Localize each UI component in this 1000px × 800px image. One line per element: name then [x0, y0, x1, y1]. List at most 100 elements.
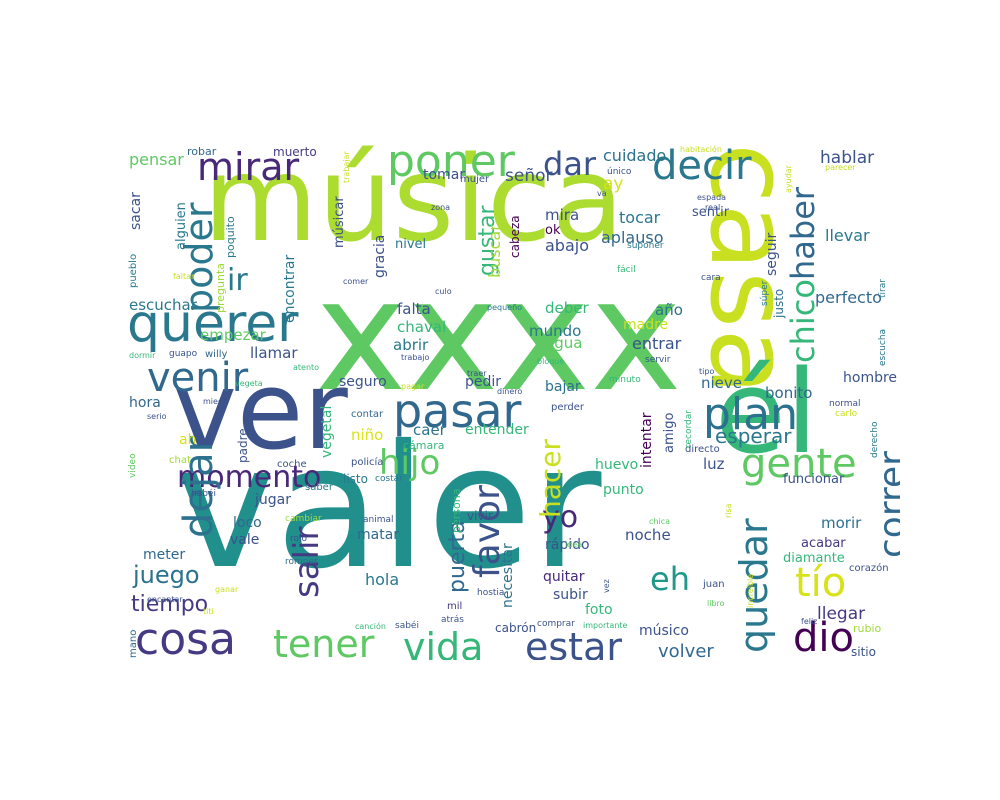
word-faltar: faltar — [173, 272, 195, 281]
word-ok: ok — [545, 223, 561, 238]
word-mirar: mirar — [197, 145, 300, 189]
word-hacer: hacer — [534, 438, 567, 518]
word-valer: valer — [175, 409, 602, 607]
word-hostia: hostia — [477, 588, 505, 598]
word-pagar: pagar — [401, 382, 425, 391]
word-noche: noche — [625, 526, 671, 544]
word-venir: venir — [147, 355, 249, 401]
word-costar: costar — [375, 474, 403, 484]
word-habitación: habitación — [680, 145, 722, 154]
word-poquito: poquito — [224, 216, 237, 258]
word-matar: matar — [357, 527, 400, 543]
word-esperar: esperar — [715, 424, 792, 448]
word-dormir: dormir — [129, 351, 156, 360]
word-hora: hora — [129, 395, 161, 411]
word-el: él — [715, 346, 818, 480]
word-encantar: encantar — [147, 595, 183, 604]
word-guapo: guapo — [169, 349, 198, 359]
word-loco: loco — [233, 515, 262, 531]
word-vez: vez — [602, 579, 611, 593]
word-pregunta: pregunta — [214, 262, 227, 313]
word-hola: hola — [365, 570, 400, 589]
word-pequeño: pequeño — [487, 303, 523, 312]
word-amigo: amigo — [662, 412, 677, 453]
word-xxxx: xxxx — [315, 245, 682, 426]
word-haber: haber — [784, 186, 822, 280]
word-espada: espada — [697, 193, 727, 202]
word-minuto: minuto — [609, 375, 641, 385]
word-juan: juan — [703, 579, 725, 590]
word-cabrón: cabrón — [495, 621, 537, 635]
word-real: real — [705, 203, 721, 212]
word-nieve: nieve — [701, 374, 743, 392]
word-chat: chat — [169, 455, 191, 466]
word-subir: subir — [553, 587, 588, 603]
word-nivel: nivel — [395, 237, 427, 252]
word-recordar: recordar — [684, 410, 694, 448]
word-va: va — [597, 189, 607, 198]
word-tio: tío — [795, 560, 847, 606]
word-culo: culo — [435, 287, 452, 296]
word-servir: servir — [645, 355, 671, 365]
word-cloud: valer xxxx música ver casa él poner quer… — [125, 138, 900, 660]
word-romper: romper — [285, 557, 318, 567]
word-ah: ah — [179, 432, 197, 448]
word-abrir: abrir — [393, 336, 429, 354]
word-aplauso: aplauso — [601, 228, 664, 247]
word-coche: coche — [277, 459, 307, 470]
word-niño: niño — [351, 426, 384, 444]
word-tirar: tirar — [878, 279, 888, 298]
word-agua: agua — [545, 334, 583, 352]
word-atento: atento — [293, 363, 320, 372]
word-hijo: hijo — [379, 443, 441, 483]
word-punto: punto — [603, 482, 644, 498]
word-corazón: corazón — [849, 563, 889, 574]
word-policía: policía — [351, 457, 384, 468]
word-zona: zona — [431, 203, 451, 212]
word-tocar: tocar — [619, 208, 661, 227]
word-decir: decir — [652, 143, 752, 189]
word-importante: importante — [583, 621, 628, 630]
word-vivir: vivir — [467, 509, 493, 523]
word-listo: listo — [343, 472, 368, 486]
word-señor: señor — [505, 166, 553, 186]
word-funcionar: funcionar — [783, 472, 845, 487]
word-tipo: tipo — [699, 367, 715, 376]
word-cuidado: cuidado — [603, 146, 667, 165]
word-año: año — [655, 301, 683, 319]
word-justo: justo — [772, 288, 786, 318]
word-cambiar: cambiar — [285, 514, 322, 524]
word-miedo: miedo — [203, 397, 228, 406]
word-mil: mil — [447, 601, 463, 612]
word-cosa: cosa — [135, 614, 236, 661]
word-escuchar: escuchar — [129, 296, 197, 314]
word-muerto: muerto — [273, 145, 317, 159]
word-acabar: acabar — [801, 536, 846, 551]
word-vegetal: vegetal — [319, 405, 335, 458]
word-poner: poner — [387, 138, 515, 187]
word-trabajar: trabajar — [342, 151, 351, 183]
word-dinero: dinero — [497, 387, 523, 396]
word-pensar: pensar — [129, 150, 184, 169]
word-saber: saber — [305, 482, 333, 493]
word-tener: tener — [273, 622, 375, 660]
word-persona: persona — [450, 488, 463, 533]
word-cara: cara — [701, 273, 721, 283]
word-músicar: músicar — [332, 196, 347, 248]
word-chica: chica — [649, 517, 670, 526]
word-yo: yo — [542, 500, 579, 535]
word-quitar: quitar — [543, 569, 585, 585]
word-rojo: rojo — [290, 534, 308, 544]
word-seguro: seguro — [339, 374, 387, 390]
word-pasar: pasar — [393, 384, 522, 438]
word-willy: willy — [205, 349, 228, 360]
word-caer: caer — [413, 421, 446, 439]
word-ir: ir — [227, 263, 248, 298]
word-mundo: mundo — [529, 322, 582, 340]
word-ayudar: ayudar — [784, 165, 793, 193]
word-llevar: llevar — [825, 226, 870, 245]
word-increíble: increíble — [746, 573, 755, 608]
word-sabéi: sabéi — [395, 621, 419, 631]
word-mira: mira — [545, 206, 580, 224]
word-feliz: feliz — [801, 617, 818, 626]
